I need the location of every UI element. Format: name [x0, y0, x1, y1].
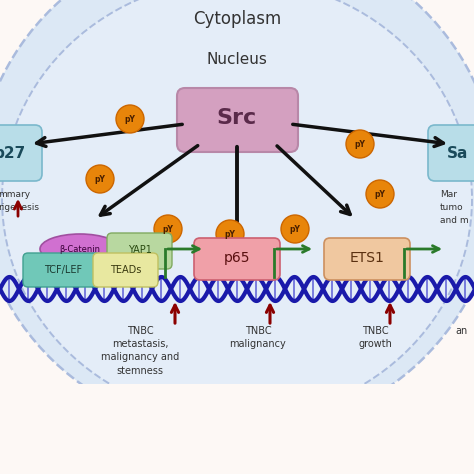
- Text: Nucleus: Nucleus: [207, 52, 267, 66]
- Text: tumo: tumo: [440, 202, 464, 211]
- Ellipse shape: [0, 0, 474, 434]
- Circle shape: [154, 215, 182, 243]
- Text: an: an: [455, 326, 467, 336]
- Text: rigenesis: rigenesis: [0, 202, 39, 211]
- Text: Mar: Mar: [440, 190, 457, 199]
- Text: p27: p27: [0, 146, 26, 161]
- Text: pY: pY: [163, 225, 173, 234]
- Text: TNBC
growth: TNBC growth: [358, 326, 392, 349]
- Text: ETS1: ETS1: [349, 251, 384, 265]
- Ellipse shape: [40, 234, 120, 264]
- Text: pY: pY: [225, 229, 236, 238]
- Text: TEADs: TEADs: [110, 265, 142, 275]
- Text: Sa: Sa: [447, 146, 469, 161]
- FancyBboxPatch shape: [107, 233, 172, 269]
- FancyBboxPatch shape: [23, 253, 101, 287]
- Text: pY: pY: [125, 115, 136, 124]
- Circle shape: [216, 220, 244, 248]
- Text: pY: pY: [290, 225, 301, 234]
- Text: YAP1: YAP1: [128, 245, 152, 255]
- Circle shape: [116, 105, 144, 133]
- Text: β-Catenin: β-Catenin: [60, 245, 100, 254]
- Text: TNBC
malignancy: TNBC malignancy: [229, 326, 286, 349]
- FancyBboxPatch shape: [428, 125, 474, 181]
- FancyBboxPatch shape: [0, 125, 42, 181]
- Text: TCF/LEF: TCF/LEF: [44, 265, 82, 275]
- FancyBboxPatch shape: [93, 253, 158, 287]
- Text: Cytoplasm: Cytoplasm: [193, 10, 281, 28]
- Circle shape: [346, 130, 374, 158]
- FancyBboxPatch shape: [194, 238, 280, 280]
- Circle shape: [281, 215, 309, 243]
- Text: pY: pY: [355, 139, 365, 148]
- Text: and m: and m: [440, 216, 469, 225]
- Circle shape: [86, 165, 114, 193]
- Text: pY: pY: [94, 174, 105, 183]
- Text: pY: pY: [374, 190, 385, 199]
- Bar: [0, 384, 474, 474]
- Circle shape: [366, 180, 394, 208]
- FancyBboxPatch shape: [177, 88, 298, 152]
- Text: p65: p65: [224, 251, 250, 265]
- Text: TNBC
metastasis,
malignancy and
stemness: TNBC metastasis, malignancy and stemness: [101, 326, 179, 375]
- Text: Src: Src: [217, 108, 257, 128]
- Ellipse shape: [2, 0, 472, 419]
- FancyBboxPatch shape: [324, 238, 410, 280]
- Text: mmary: mmary: [0, 190, 30, 199]
